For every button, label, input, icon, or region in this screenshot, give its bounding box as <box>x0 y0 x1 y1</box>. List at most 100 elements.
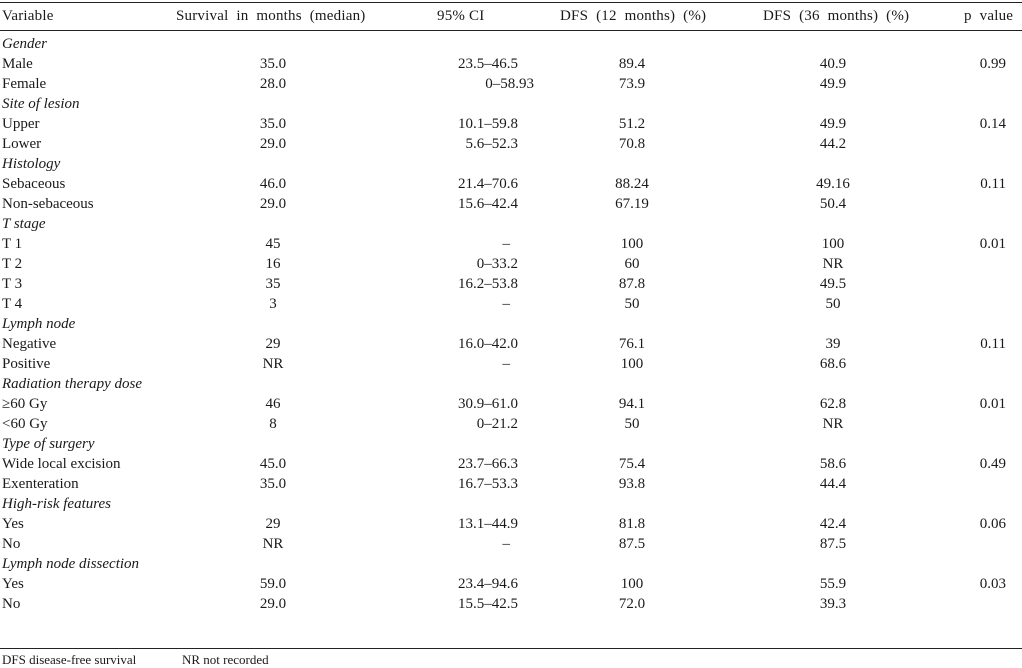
top-rule <box>0 2 1022 3</box>
cell-variable: T 2 <box>2 256 23 272</box>
cell-survival: NR <box>262 356 284 372</box>
cell-ci: 15.5–42.5 <box>458 596 518 612</box>
cell-p-value: 0.01 <box>979 236 1006 252</box>
section-label: Gender <box>2 36 47 52</box>
cell-dfs12: 88.24 <box>615 176 649 192</box>
table-row: T 4 3 – 50 50 <box>0 294 1022 314</box>
header-rule <box>0 30 1022 31</box>
header-p-value: p value <box>964 8 1014 24</box>
cell-dfs12: 87.5 <box>618 536 646 552</box>
section-label: High-risk features <box>2 496 112 512</box>
table-row: T 3 35 16.2–53.8 87.8 49.5 <box>0 274 1022 294</box>
cell-ci: 21.4–70.6 <box>458 176 518 192</box>
cell-survival: 35.0 <box>259 56 287 72</box>
cell-survival: NR <box>262 536 284 552</box>
cell-dfs12: 72.0 <box>618 596 646 612</box>
section-label: Histology <box>2 156 61 172</box>
cell-ci: 10.1–59.8 <box>458 116 518 132</box>
section-label: T stage <box>2 216 46 232</box>
cell-survival: 16 <box>265 256 281 272</box>
table-row: ≥60 Gy 46 30.9–61.0 94.1 62.8 0.01 <box>0 394 1022 414</box>
cell-variable: T 1 <box>2 236 23 252</box>
cell-dfs36: 50 <box>825 296 841 312</box>
header-survival: Survival in months (median) <box>176 8 366 24</box>
cell-survival: 29 <box>265 336 281 352</box>
cell-survival: 28.0 <box>259 76 287 92</box>
cell-dfs36: 100 <box>821 236 845 252</box>
cell-dfs12: 60 <box>624 256 640 272</box>
section-header-row: T stage <box>0 214 1022 234</box>
cell-survival: 29.0 <box>259 596 287 612</box>
cell-dfs36: 49.9 <box>819 116 847 132</box>
section-header-row: Lymph node dissection <box>0 554 1022 574</box>
section-header-row: Type of surgery <box>0 434 1022 454</box>
header-variable: Variable <box>2 8 54 24</box>
cell-dfs12: 76.1 <box>618 336 646 352</box>
cell-ci: 0–21.2 <box>476 416 518 432</box>
cell-variable: Sebaceous <box>2 176 66 192</box>
cell-dfs36: NR <box>822 416 844 432</box>
cell-variable: Female <box>2 76 47 92</box>
cell-dfs12: 93.8 <box>618 476 646 492</box>
cell-dfs12: 50 <box>624 416 640 432</box>
cell-dfs12: 100 <box>620 356 644 372</box>
table-row: <60 Gy 8 0–21.2 50 NR <box>0 414 1022 434</box>
cell-dfs36: 55.9 <box>819 576 847 592</box>
table-row: No NR – 87.5 87.5 <box>0 534 1022 554</box>
header-dfs36: DFS (36 months) (%) <box>763 8 910 24</box>
cell-dfs12: 75.4 <box>618 456 646 472</box>
cell-ci: – <box>502 236 511 252</box>
footnote-nr: NR not recorded <box>182 652 269 667</box>
cell-ci: 16.2–53.8 <box>458 276 518 292</box>
table-row: T 2 16 0–33.2 60 NR <box>0 254 1022 274</box>
section-header-row: Radiation therapy dose <box>0 374 1022 394</box>
cell-dfs12: 94.1 <box>618 396 646 412</box>
section-header-row: Gender <box>0 34 1022 54</box>
cell-variable: Lower <box>2 136 42 152</box>
cell-dfs12: 87.8 <box>618 276 646 292</box>
table-row: T 1 45 – 100 100 0.01 <box>0 234 1022 254</box>
cell-dfs12: 100 <box>620 236 644 252</box>
cell-p-value: 0.11 <box>980 336 1006 352</box>
section-header-row: Histology <box>0 154 1022 174</box>
table-row: Exenteration 35.0 16.7–53.3 93.8 44.4 <box>0 474 1022 494</box>
cell-dfs36: 68.6 <box>819 356 847 372</box>
cell-p-value: 0.01 <box>979 396 1006 412</box>
section-label: Radiation therapy dose <box>2 376 142 392</box>
cell-variable: T 4 <box>2 296 23 312</box>
table-row: Negative 29 16.0–42.0 76.1 39 0.11 <box>0 334 1022 354</box>
cell-ci: 23.4–94.6 <box>458 576 518 592</box>
cell-ci: 16.0–42.0 <box>458 336 518 352</box>
cell-ci: – <box>502 296 511 312</box>
cell-dfs36: 42.4 <box>819 516 847 532</box>
cell-dfs12: 100 <box>620 576 644 592</box>
cell-dfs36: 44.4 <box>819 476 847 492</box>
cell-p-value: 0.06 <box>979 516 1006 532</box>
cell-ci: 5.6–52.3 <box>465 136 519 152</box>
cell-dfs36: 40.9 <box>819 56 847 72</box>
cell-p-value: 0.99 <box>979 56 1006 72</box>
cell-variable: <60 Gy <box>2 416 48 432</box>
cell-variable: Wide local excision <box>2 456 121 472</box>
cell-dfs36: NR <box>822 256 844 272</box>
section-label: Lymph node dissection <box>2 556 140 572</box>
cell-survival: 8 <box>269 416 277 432</box>
cell-dfs12: 70.8 <box>618 136 646 152</box>
cell-dfs12: 81.8 <box>618 516 646 532</box>
cell-ci: 0–33.2 <box>476 256 518 272</box>
cell-ci: – <box>502 356 511 372</box>
cell-variable: Male <box>2 56 33 72</box>
cell-survival: 45 <box>265 236 281 252</box>
table-row: Non-sebaceous 29.0 15.6–42.4 67.19 50.4 <box>0 194 1022 214</box>
cell-dfs36: 39.3 <box>819 596 847 612</box>
cell-ci: 15.6–42.4 <box>458 196 518 212</box>
cell-dfs12: 50 <box>624 296 640 312</box>
cell-survival: 3 <box>269 296 277 312</box>
cell-p-value: 0.14 <box>979 116 1006 132</box>
table-row: Male 35.0 23.5–46.5 89.4 40.9 0.99 <box>0 54 1022 74</box>
cell-variable: Negative <box>2 336 57 352</box>
table-row: Female 28.0 0–58.93 73.9 49.9 <box>0 74 1022 94</box>
cell-ci: 13.1–44.9 <box>458 516 518 532</box>
cell-survival: 59.0 <box>259 576 287 592</box>
table-row: Positive NR – 100 68.6 <box>0 354 1022 374</box>
